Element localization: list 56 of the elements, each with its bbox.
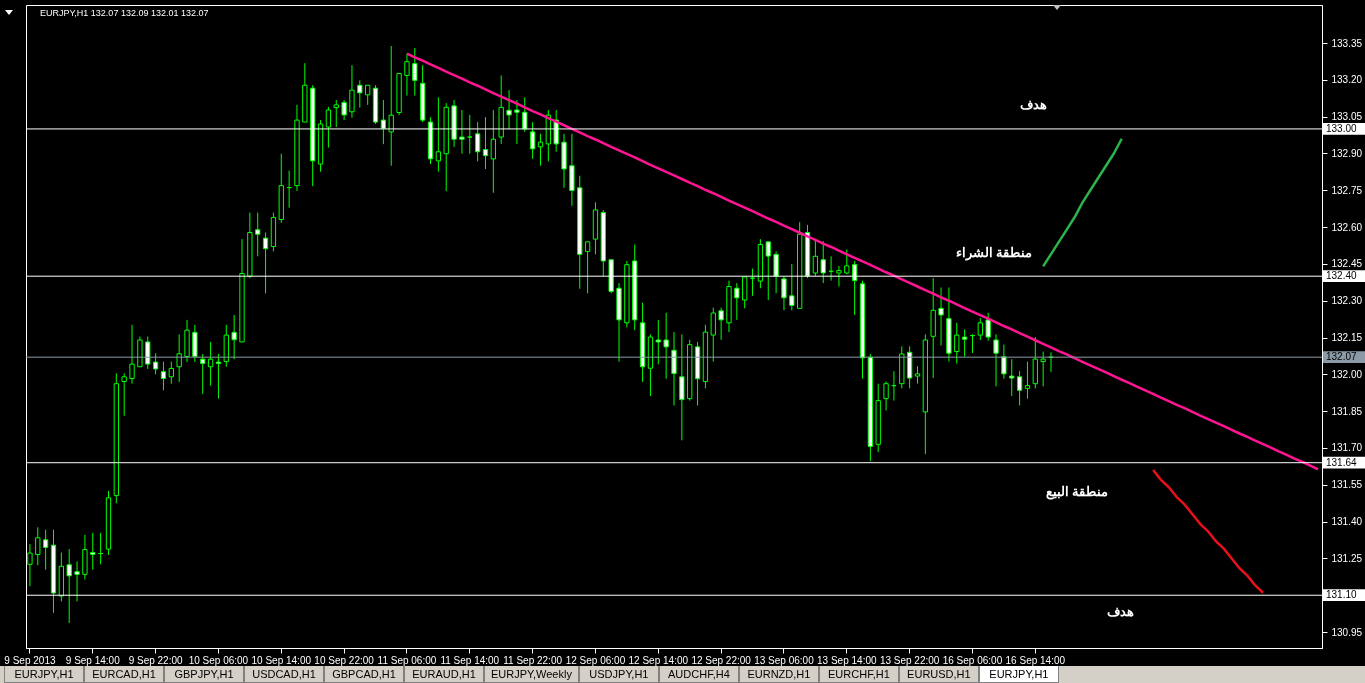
text: GBPCAD,H1 (324, 666, 404, 683)
x-tick-label: 9 Sep 2013 (4, 654, 56, 666)
y-tick-label: 133.35 (1331, 37, 1363, 49)
x-tick-label: 12 Sep 14:00 (628, 654, 689, 666)
y-tick-label: 133.20 (1331, 74, 1363, 86)
x-tick-label: 16 Sep 14:00 (1005, 654, 1066, 666)
ref-line-label: 131.10 (1326, 589, 1358, 601)
text: EURJPY,Weekly (484, 666, 579, 683)
y-tick-label: 132.00 (1331, 368, 1363, 380)
y-tick-label: 132.90 (1331, 147, 1363, 159)
y-tick-label: 131.25 (1331, 552, 1363, 564)
x-tick-label: 10 Sep 14:00 (251, 654, 312, 666)
text: EURUSD,H1 (898, 666, 979, 683)
ref-line-label: 133.00 (1326, 122, 1358, 134)
x-tick-label: 12 Sep 22:00 (691, 654, 752, 666)
text: EURJPY,H1 (978, 666, 1059, 683)
x-tick-label: 13 Sep 22:00 (879, 654, 940, 666)
y-tick-label: 130.95 (1331, 626, 1363, 638)
x-tick-label: 16 Sep 06:00 (942, 654, 1003, 666)
y-tick-label: 131.55 (1331, 479, 1363, 491)
x-tick-label: 10 Sep 06:00 (188, 654, 249, 666)
y-tick-label: 131.85 (1331, 405, 1363, 417)
text: EURAUD,H1 (404, 666, 484, 683)
text: EURJPY,H1 (4, 666, 84, 683)
y-tick-label: 133.05 (1331, 111, 1363, 123)
text: USDCAD,H1 (244, 666, 324, 683)
x-tick-label: 12 Sep 06:00 (565, 654, 626, 666)
text: EURCHF,H1 (818, 666, 899, 683)
text: USDJPY,H1 (578, 666, 659, 683)
annotation: هدف (1106, 604, 1134, 619)
y-tick-label: 132.45 (1331, 258, 1363, 270)
x-tick-label: 11 Sep 14:00 (440, 654, 500, 666)
y-tick-label: 132.60 (1331, 221, 1363, 233)
y-tick-label: 131.40 (1331, 516, 1363, 528)
chart-title: EURJPY,H1 132.07 132.09 132.01 132.07 (40, 8, 209, 18)
y-tick-label: 132.75 (1331, 184, 1363, 196)
x-tick-label: 9 Sep 14:00 (65, 654, 121, 666)
text: EURNZD,H1 (738, 666, 819, 683)
y-tick-label: 131.70 (1331, 442, 1363, 454)
annotation: هدف (1019, 97, 1047, 112)
ref-line-label: 132.07 (1326, 351, 1358, 363)
text: EURCAD,H1 (84, 666, 164, 683)
y-tick-label: 132.30 (1331, 295, 1363, 307)
annotation: منطقة الشراء (955, 245, 1033, 261)
annotation: منطقة البيع (1045, 484, 1109, 500)
x-tick-label: 13 Sep 14:00 (817, 654, 877, 666)
y-tick-label: 132.15 (1331, 332, 1363, 344)
x-tick-label: 9 Sep 22:00 (128, 654, 184, 666)
x-tick-label: 10 Sep 22:00 (314, 654, 375, 666)
x-tick-label: 11 Sep 06:00 (377, 654, 437, 666)
ref-line-label: 132.40 (1326, 270, 1358, 282)
text: GBPJPY,H1 (164, 666, 244, 683)
text: AUDCHF,H4 (658, 666, 739, 683)
ref-line-label: 131.64 (1326, 456, 1358, 468)
x-tick-label: 11 Sep 22:00 (503, 654, 563, 666)
x-tick-label: 13 Sep 06:00 (754, 654, 815, 666)
